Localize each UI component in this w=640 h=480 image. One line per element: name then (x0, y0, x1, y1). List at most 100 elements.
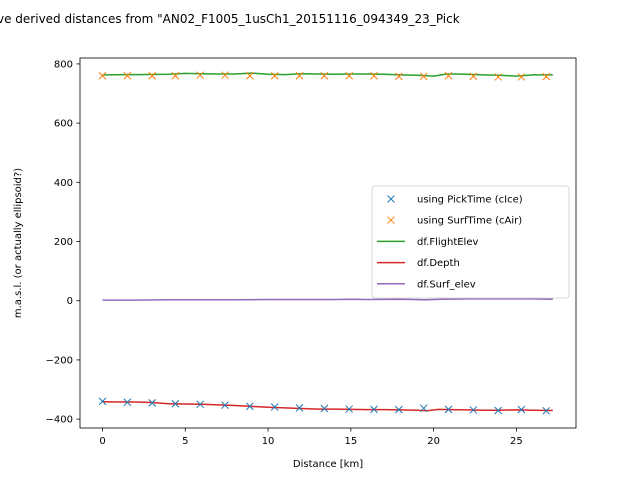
legend-swatch-stroke (387, 195, 395, 203)
legend-swatch (387, 195, 395, 203)
legend-item: df.Surf_elev (377, 279, 476, 290)
x-tick-label: 5 (182, 436, 188, 447)
data-point (370, 71, 378, 80)
series-using-picktime-cice (98, 397, 551, 415)
data-point (98, 397, 107, 406)
legend-item: using SurfTime (cAir) (387, 216, 522, 227)
plot-area (79, 57, 577, 429)
data-point (494, 73, 503, 81)
y-tick-label: 600 (54, 119, 73, 130)
x-tick-label: 0 (99, 436, 105, 447)
x-tick-label: 25 (510, 436, 523, 447)
data-point-stroke (196, 71, 205, 80)
data-point (148, 398, 157, 407)
data-point (320, 404, 329, 413)
data-point-stroke (444, 71, 453, 80)
data-point (469, 72, 478, 81)
data-point (345, 405, 354, 413)
data-point-stroke (148, 71, 157, 80)
data-point-stroke (395, 72, 403, 81)
data-point-stroke (419, 404, 428, 413)
chart-title: ve derived distances from "AN02_F1005_1u… (0, 12, 460, 26)
data-point (246, 71, 254, 80)
data-point-stroke (444, 405, 453, 414)
data-point (419, 72, 428, 81)
data-point (494, 406, 503, 415)
data-point (171, 71, 180, 80)
data-point (395, 72, 403, 81)
data-point-stroke (196, 400, 205, 409)
legend-box (371, 185, 570, 299)
series-line-df-depth (102, 400, 553, 412)
data-point-stroke (395, 405, 403, 414)
x-tick-label: 20 (427, 436, 440, 447)
data-point-stroke (345, 405, 354, 413)
legend-swatch-stroke (387, 216, 395, 225)
data-point-stroke (270, 403, 279, 411)
series-df-flightelev (102, 72, 553, 77)
data-point (196, 71, 205, 80)
y-axis-label: m.a.s.l. (or actually ellipsoid?) (13, 168, 24, 318)
data-point (246, 402, 254, 411)
data-point-stroke (320, 404, 329, 413)
data-point-stroke (123, 71, 132, 80)
y-tick-label: −200 (46, 355, 73, 366)
series-line-df-flightelev (102, 72, 553, 77)
data-point-stroke (148, 398, 157, 407)
data-point-stroke (517, 405, 526, 414)
data-point (517, 405, 526, 414)
legend-label: df.Surf_elev (417, 279, 476, 290)
data-point (419, 404, 428, 413)
data-point-stroke (494, 406, 503, 415)
data-point (395, 405, 403, 414)
legend-item: df.FlightElev (377, 237, 478, 248)
y-axis: −400 −200 0 200 400 600 800 (46, 59, 80, 426)
data-point (345, 71, 354, 80)
series-df-depth (102, 400, 553, 412)
data-point (320, 71, 329, 80)
data-point-stroke (542, 72, 551, 81)
data-point (123, 71, 132, 80)
legend-swatch (387, 216, 395, 225)
data-point-stroke (469, 406, 478, 414)
data-point (196, 400, 205, 409)
data-point (542, 72, 551, 81)
data-point-stroke (246, 71, 254, 80)
data-point (295, 404, 304, 412)
data-point (98, 71, 107, 80)
data-point-stroke (171, 71, 180, 80)
data-point (270, 403, 279, 411)
data-point (171, 399, 180, 408)
data-point-stroke (419, 72, 428, 81)
data-point-stroke (295, 71, 304, 80)
series-line-df-surf-elev (102, 298, 553, 301)
legend-item: df.Depth (377, 258, 460, 269)
y-tick-label: 800 (54, 59, 73, 70)
y-tick-label: −400 (46, 415, 73, 426)
data-point-stroke (320, 71, 329, 80)
data-point-stroke (98, 397, 107, 406)
series-layer (98, 71, 553, 415)
data-point (444, 71, 453, 80)
data-point (123, 398, 132, 407)
x-tick-label: 15 (344, 436, 357, 447)
data-point-stroke (221, 71, 229, 80)
y-tick-label: 0 (67, 296, 73, 307)
x-axis-label: Distance [km] (293, 459, 363, 470)
data-point (270, 71, 279, 80)
data-point (221, 401, 229, 410)
data-point-stroke (171, 399, 180, 408)
data-point-stroke (370, 71, 378, 80)
series-using-surftime-cair (98, 71, 551, 81)
legend: using PickTime (cIce) using SurfTime (cAi… (371, 185, 570, 299)
legend-label: using PickTime (cIce) (417, 195, 523, 206)
data-point-stroke (98, 71, 107, 80)
data-point-stroke (270, 71, 279, 80)
data-point-stroke (295, 404, 304, 412)
data-point-stroke (370, 405, 378, 414)
data-point (148, 71, 157, 80)
legend-item: using PickTime (cIce) (387, 195, 523, 206)
data-point-stroke (123, 398, 132, 407)
legend-label: using SurfTime (cAir) (417, 216, 522, 227)
